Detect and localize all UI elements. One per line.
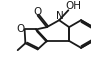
Text: N: N [56,11,64,21]
Text: O: O [33,7,42,17]
Text: OH: OH [65,1,81,11]
Text: O: O [17,24,25,34]
